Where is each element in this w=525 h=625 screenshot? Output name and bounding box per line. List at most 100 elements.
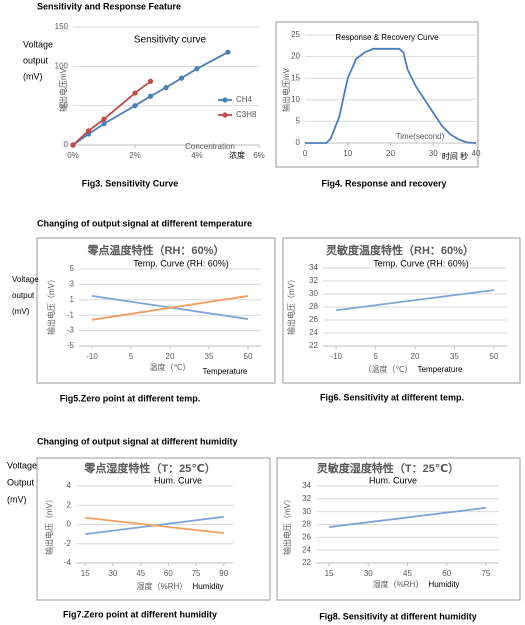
y-axis-label: 输出电压mV <box>58 67 68 112</box>
x-tick-label: 60 <box>442 569 451 578</box>
x-axis-label: 浓度 <box>229 150 245 160</box>
chart-title: 灵敏度湿度特性（T：25℃） <box>317 461 459 475</box>
section-heading: Sensitivity and Response Feature <box>37 1 181 11</box>
y-axis-label: 输出电压（mV） <box>46 275 56 335</box>
y-tick-label: -1 <box>67 310 75 319</box>
x-tick-label: 45 <box>136 569 145 578</box>
x-tick-label: -10 <box>330 352 342 361</box>
x-axis-label: Temperature <box>418 365 463 374</box>
x-tick-label: 20 <box>386 149 395 158</box>
x-tick-label: 50 <box>489 352 498 361</box>
x-axis-label: Time(second) <box>396 132 445 141</box>
x-tick-label: 5 <box>129 352 134 361</box>
x-tick-label: 40 <box>472 149 481 158</box>
data-point <box>225 49 231 55</box>
y-tick-label: 5 <box>70 264 75 273</box>
x-tick-label: 75 <box>192 569 201 578</box>
data-point <box>178 75 185 81</box>
chart-subtitle: Temp. Curve (RH: 60%) <box>133 258 229 268</box>
y-tick-label: 1 <box>70 295 75 304</box>
chart-frame <box>282 237 521 384</box>
y-tick-label: 22 <box>302 558 311 567</box>
chart-frame <box>36 237 276 384</box>
data-point <box>132 90 138 96</box>
x-axis-label: 温度（℃） <box>150 362 191 372</box>
figure-caption: Fig6. Sensitivity at different temp. <box>320 392 464 402</box>
y-tick-label: 22 <box>309 341 318 350</box>
y-tick-label: 24 <box>302 545 311 554</box>
x-axis-label: 湿度（%RH） <box>137 581 188 591</box>
y-axis-label: 输出电压（mV） <box>282 495 292 555</box>
x-axis-label: Temperature <box>203 367 248 376</box>
side-label: (mV) <box>23 71 43 81</box>
y-tick-label: -2 <box>64 539 72 548</box>
y-tick-label: 5 <box>296 117 301 126</box>
chart-subtitle: Hum. Curve <box>154 475 202 485</box>
x-tick-label: 30 <box>108 569 117 578</box>
x-tick-label: -10 <box>86 352 98 361</box>
y-tick-label: 24 <box>309 328 318 337</box>
y-axis-label: 输出电压mV <box>281 67 291 112</box>
side-label: Output <box>7 477 35 487</box>
data-point <box>147 93 154 99</box>
y-tick-label: 28 <box>309 302 318 311</box>
x-tick-label: 75 <box>481 569 490 578</box>
y-tick-label: 32 <box>309 276 318 285</box>
x-tick-label: 4% <box>191 151 203 160</box>
data-point <box>70 142 76 148</box>
x-tick-label: 45 <box>403 569 412 578</box>
side-label: output <box>12 291 35 300</box>
x-tick-label: 30 <box>364 569 373 578</box>
x-tick-label: 60 <box>164 569 173 578</box>
legend-marker <box>222 97 228 103</box>
x-tick-label: 15 <box>81 569 90 578</box>
legend-marker <box>222 112 228 118</box>
y-tick-label: 150 <box>55 22 69 31</box>
x-axis-label: 时间 秒 <box>442 151 468 161</box>
y-tick-label: 26 <box>302 532 311 541</box>
y-tick-label: 10 <box>291 95 300 104</box>
legend-label: CH4 <box>236 95 253 104</box>
y-axis-label: 输出电压（mV） <box>44 495 54 555</box>
x-tick-label: 20 <box>166 352 175 361</box>
y-tick-label: 32 <box>302 494 311 503</box>
side-label: (mV) <box>12 307 30 316</box>
data-point <box>101 121 107 127</box>
section-heading: Changing of output signal at different t… <box>37 218 252 228</box>
x-tick-label: 35 <box>450 352 459 361</box>
series-line <box>85 516 224 535</box>
x-tick-label: 90 <box>219 569 228 578</box>
section-heading: Changing of output signal at different h… <box>37 436 237 446</box>
figure-caption: Fig8. Sensitivity at different humidity <box>319 611 477 621</box>
y-tick-label: -3 <box>67 326 75 335</box>
y-tick-label: 0 <box>296 138 301 147</box>
y-tick-label: 30 <box>309 289 318 298</box>
x-tick-label: 20 <box>411 352 420 361</box>
x-tick-label: 0 <box>303 149 308 158</box>
data-point <box>163 84 169 91</box>
y-tick-label: 26 <box>309 315 318 324</box>
series-line <box>305 47 477 144</box>
y-tick-label: -4 <box>64 558 72 567</box>
x-tick-label: 30 <box>429 149 438 158</box>
y-tick-label: 50 <box>59 101 68 110</box>
side-label: output <box>23 55 49 65</box>
x-axis-label: 湿度（%RH） <box>373 579 424 589</box>
y-tick-label: 34 <box>302 481 311 490</box>
y-tick-label: 100 <box>55 61 69 70</box>
y-tick-label: 15 <box>291 73 300 82</box>
x-tick-label: 15 <box>325 569 334 578</box>
data-point <box>85 128 92 134</box>
chart-title: Response & Recovery Curve <box>335 33 439 42</box>
data-point <box>132 103 138 109</box>
y-tick-label: 34 <box>309 263 318 272</box>
chart-title: 灵敏度温度特性（RH：60%） <box>326 243 474 257</box>
legend-label: C3H8 <box>236 110 257 119</box>
side-label: Voltage <box>23 39 53 49</box>
chart-subtitle: Temp. Curve (RH: 60%) <box>373 258 469 268</box>
side-label: Voltage <box>7 460 37 470</box>
x-tick-label: 10 <box>343 149 352 158</box>
y-tick-label: 3 <box>70 280 75 289</box>
x-tick-label: 35 <box>205 352 214 361</box>
